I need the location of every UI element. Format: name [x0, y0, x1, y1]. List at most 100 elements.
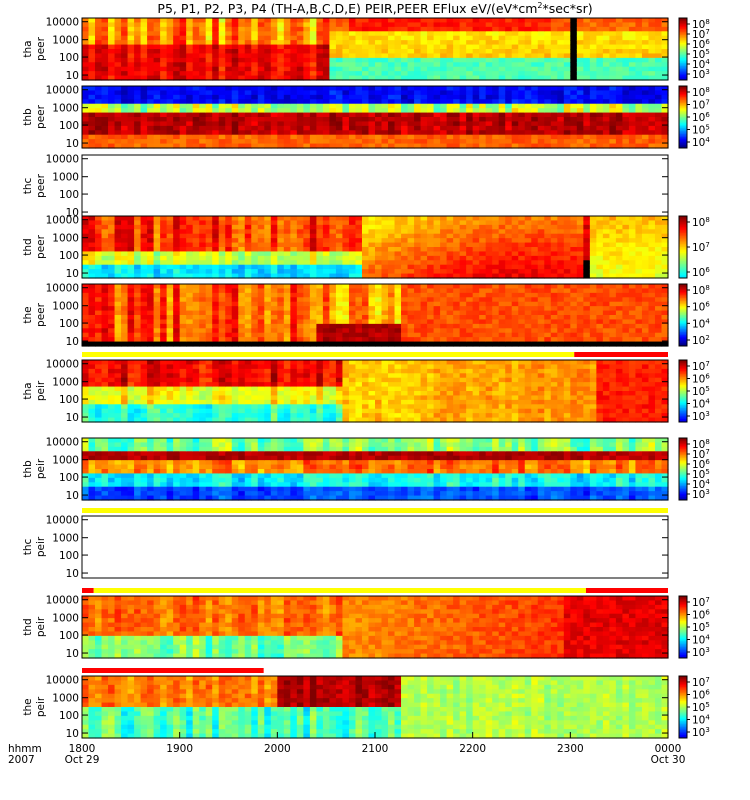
spectrogram-cell	[257, 66, 265, 72]
spectrogram-cell	[661, 86, 669, 92]
spectrogram-cell	[524, 40, 532, 46]
spectrogram-cell	[401, 125, 409, 131]
spectrogram-cell	[82, 310, 90, 316]
spectrogram-cell	[570, 62, 578, 68]
colorbar-segment	[679, 18, 687, 21]
spectrogram-cell	[361, 288, 370, 294]
spectrogram-cell	[199, 44, 207, 50]
spectrogram-cell	[648, 22, 656, 28]
spectrogram-cell	[309, 251, 317, 257]
spectrogram-cell	[257, 94, 265, 100]
spectrogram-cell	[205, 71, 213, 77]
spectrogram-cell	[316, 103, 324, 109]
spectrogram-cell	[537, 323, 545, 329]
spectrogram-cell	[550, 49, 558, 55]
spectrogram-cell	[531, 255, 539, 261]
spectrogram-cell	[511, 139, 519, 145]
spectrogram-cell	[661, 108, 669, 114]
spectrogram-cell	[622, 71, 630, 77]
colorbar-segment	[679, 103, 687, 106]
spectrogram-cell	[212, 143, 220, 149]
spectrogram-cell	[225, 260, 233, 266]
spectrogram-cell	[309, 134, 317, 140]
spectrogram-cell	[524, 130, 532, 136]
y-axis-label-probe: thd	[22, 238, 34, 255]
spectrogram-cell	[127, 130, 135, 136]
spectrogram-cell	[218, 103, 226, 109]
spectrogram-cell	[140, 108, 148, 114]
spectrogram-cell	[296, 251, 304, 257]
spectrogram-cell	[440, 75, 448, 81]
spectrogram-cell	[453, 247, 461, 253]
spectrogram-cell	[394, 264, 402, 270]
spectrogram-cell	[531, 328, 539, 334]
spectrogram-cell	[466, 40, 474, 46]
spectrogram-cell	[160, 242, 168, 248]
spectrogram-cell	[472, 125, 480, 131]
spectrogram-cell	[251, 26, 259, 32]
spectrogram-cell	[218, 292, 226, 298]
spectrogram-cell	[479, 216, 487, 222]
spectrogram-cell	[101, 44, 109, 50]
spectrogram-cell	[199, 341, 207, 347]
spectrogram-cell	[186, 306, 194, 312]
spectrogram-cell	[153, 49, 161, 55]
spectrogram-cell	[361, 31, 370, 37]
spectrogram-cell	[518, 229, 526, 235]
spectrogram-cell	[134, 341, 142, 347]
spectrogram-cell	[309, 18, 317, 24]
spectrogram-cell	[270, 90, 278, 96]
spectrogram-cell	[238, 57, 246, 63]
spectrogram-cell	[121, 319, 129, 325]
spectrogram-cell	[147, 134, 155, 140]
spectrogram-cell	[270, 143, 278, 149]
spectrogram-cell	[479, 229, 487, 235]
spectrogram-cell	[199, 332, 207, 338]
spectrogram-cell	[283, 108, 291, 114]
spectrogram-cell	[348, 328, 357, 334]
spectrogram-cell	[186, 292, 194, 298]
spectrogram-cell	[173, 310, 181, 316]
spectrogram-cell	[394, 130, 402, 136]
spectrogram-cell	[622, 75, 630, 81]
spectrogram-cell	[485, 40, 493, 46]
spectrogram-cell	[283, 273, 291, 279]
spectrogram-cell	[414, 319, 422, 325]
spectrogram-cell	[225, 57, 233, 63]
spectrogram-cell	[361, 71, 370, 77]
spectrogram-cell	[88, 251, 96, 257]
spectrogram-cell	[134, 99, 142, 105]
spectrogram-cell	[140, 112, 148, 118]
spectrogram-cell	[407, 66, 415, 72]
spectrogram-cell	[635, 117, 643, 123]
spectrogram-cell	[225, 62, 233, 68]
spectrogram-cell	[427, 216, 435, 222]
spectrogram-cell	[433, 90, 441, 96]
spectrogram-cell	[303, 319, 311, 325]
colorbar-segment	[679, 35, 687, 38]
spectrogram-cell	[244, 242, 252, 248]
spectrogram-cell	[368, 292, 376, 298]
spectrogram-cell	[179, 328, 187, 334]
spectrogram-cell	[322, 323, 331, 329]
spectrogram-cell	[375, 75, 383, 81]
spectrogram-cell	[264, 18, 272, 24]
spectrogram-cell	[576, 66, 584, 72]
spectrogram-cell	[492, 18, 500, 24]
spectrogram-cell	[277, 90, 285, 96]
spectrogram-cell	[212, 66, 220, 72]
spectrogram-cell	[199, 121, 207, 127]
spectrogram-cell	[401, 337, 409, 343]
spectrogram-cell	[518, 224, 526, 230]
spectrogram-cell	[101, 53, 109, 59]
spectrogram-cell	[173, 125, 181, 131]
spectrogram-cell	[335, 125, 344, 131]
spectrogram-cell	[420, 125, 428, 131]
spectrogram-cell	[121, 121, 129, 127]
spectrogram-cell	[635, 125, 643, 131]
spectrogram-cell	[485, 108, 493, 114]
spectrogram-cell	[173, 260, 181, 266]
spectrogram-cell	[661, 247, 669, 253]
spectrogram-cell	[368, 216, 376, 222]
